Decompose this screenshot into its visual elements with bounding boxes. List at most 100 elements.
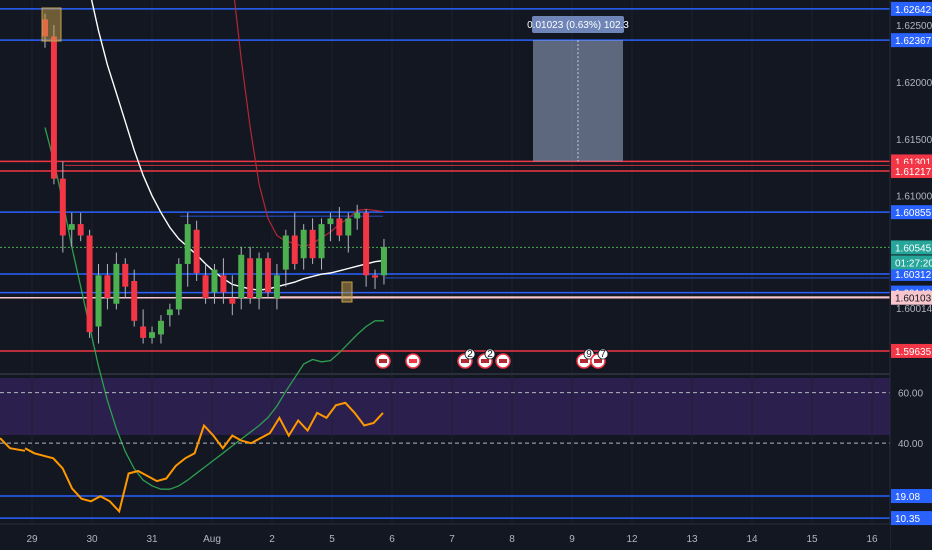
time-tick-label: Aug (203, 534, 221, 545)
candle-body[interactable] (256, 258, 263, 299)
time-tick-label: 8 (509, 534, 515, 545)
rsi-level-tag-bg (891, 511, 932, 526)
time-tick-label: 7 (449, 534, 455, 545)
price-level-tag-bg (891, 205, 932, 220)
time-tick-label: 31 (146, 534, 158, 545)
candle-body[interactable] (354, 212, 361, 219)
event-marker-glyph (379, 359, 387, 363)
price-level-tag: 1.60312 (895, 270, 932, 281)
event-marker-glyph (409, 359, 417, 363)
time-tick-label: 5 (329, 534, 335, 545)
current-price-tag-bg (891, 240, 932, 255)
candle-body[interactable] (166, 309, 173, 316)
candle-body[interactable] (247, 258, 254, 299)
time-tick-label: 9 (569, 534, 575, 545)
ma-red-line (233, 0, 385, 248)
rsi-level-tag: 19.08 (895, 492, 920, 503)
price-level-tag-bg (891, 1, 932, 16)
candle-body[interactable] (300, 229, 307, 259)
time-tick-label: 12 (626, 534, 638, 545)
candle-body[interactable] (327, 218, 334, 225)
rsi-tick-label: 60.00 (898, 389, 923, 400)
candle-body[interactable] (220, 275, 227, 293)
price-level-tag: 1.62367 (895, 36, 932, 47)
event-count-badge (464, 348, 476, 360)
candle-body[interactable] (336, 218, 343, 236)
candle-body[interactable] (140, 326, 147, 338)
price-level-tag: 1.60103 (895, 294, 932, 305)
candle-body[interactable] (86, 235, 93, 333)
highlight-box[interactable] (41, 7, 62, 42)
candle-body[interactable] (77, 224, 84, 236)
countdown-tag-bg (891, 255, 932, 270)
candle-body[interactable] (318, 224, 325, 259)
event-count: 9 (586, 349, 592, 360)
countdown-tag: 01:27:20 (895, 258, 932, 269)
candle-body[interactable] (95, 275, 102, 327)
candle-body[interactable] (104, 275, 111, 299)
time-axis[interactable] (0, 524, 890, 550)
candle-body[interactable] (363, 212, 370, 276)
candle-body[interactable] (202, 275, 209, 299)
event-count: 2 (467, 349, 473, 360)
rsi-level-tag-bg (891, 489, 932, 504)
candle-body[interactable] (122, 263, 129, 287)
candle-body[interactable] (131, 280, 138, 321)
event-marker-glyph (481, 359, 489, 363)
candle-body[interactable] (193, 229, 200, 274)
time-tick-label: 30 (86, 534, 98, 545)
price-level-tag: 1.61217 (895, 167, 932, 178)
candle-body[interactable] (291, 235, 298, 264)
measure-label: 0.01023 (0.63%) 102.3 (527, 20, 629, 31)
current-price-tag: 1.60545 (895, 243, 932, 254)
event-count: 2 (487, 349, 493, 360)
price-level-tag-bg (891, 33, 932, 48)
candle-body[interactable] (372, 275, 379, 278)
candle-body[interactable] (380, 246, 387, 276)
time-tick-label: 2 (269, 534, 275, 545)
highlight-box[interactable] (341, 281, 353, 303)
rsi-line-lead (0, 437, 26, 452)
candle-body[interactable] (113, 263, 120, 304)
event-count-badge (583, 348, 595, 360)
price-tick-label: 1.62500 (896, 21, 932, 32)
candle-body[interactable] (238, 254, 245, 299)
candle-body[interactable] (211, 269, 218, 293)
candle-body[interactable] (282, 235, 289, 270)
price-level-tag: 1.59635 (895, 347, 932, 358)
price-tick-label: 1.62000 (896, 78, 932, 89)
price-level-tag: 1.60855 (895, 208, 932, 219)
candle-body[interactable] (175, 263, 182, 310)
time-tick-label: 6 (389, 534, 395, 545)
candle-body[interactable] (50, 36, 57, 179)
time-tick-label: 29 (26, 534, 38, 545)
price-level-tag: 1.61301 (895, 157, 932, 168)
candle-body[interactable] (59, 178, 66, 236)
event-marker-glyph (594, 359, 602, 363)
price-level-tag-bg (891, 343, 932, 358)
candle-body[interactable] (157, 320, 164, 335)
candle-body[interactable] (345, 218, 352, 236)
rsi-tick-label: 40.00 (898, 439, 923, 450)
candle-body[interactable] (229, 298, 236, 304)
event-marker-glyph (461, 359, 469, 363)
price-level-tag: 1.62642 (895, 5, 932, 16)
rsi-band (0, 378, 890, 435)
price-level-tag-bg (891, 163, 932, 178)
event-count-badge (484, 348, 496, 360)
candle-body[interactable] (68, 224, 75, 230)
candle-body[interactable] (309, 229, 316, 259)
event-marker-glyph (499, 359, 507, 363)
candle-body[interactable] (149, 332, 156, 338)
candle-body[interactable] (184, 224, 191, 264)
rsi-line (24, 401, 384, 514)
price-level-tag-bg (891, 290, 932, 305)
candle-body[interactable] (273, 275, 280, 299)
candle-body[interactable] (265, 258, 271, 293)
event-count-badge (597, 348, 609, 360)
measure-label-bg (532, 16, 624, 33)
rsi-level-tag: 10.35 (895, 514, 920, 525)
ma-green-line (44, 127, 384, 490)
